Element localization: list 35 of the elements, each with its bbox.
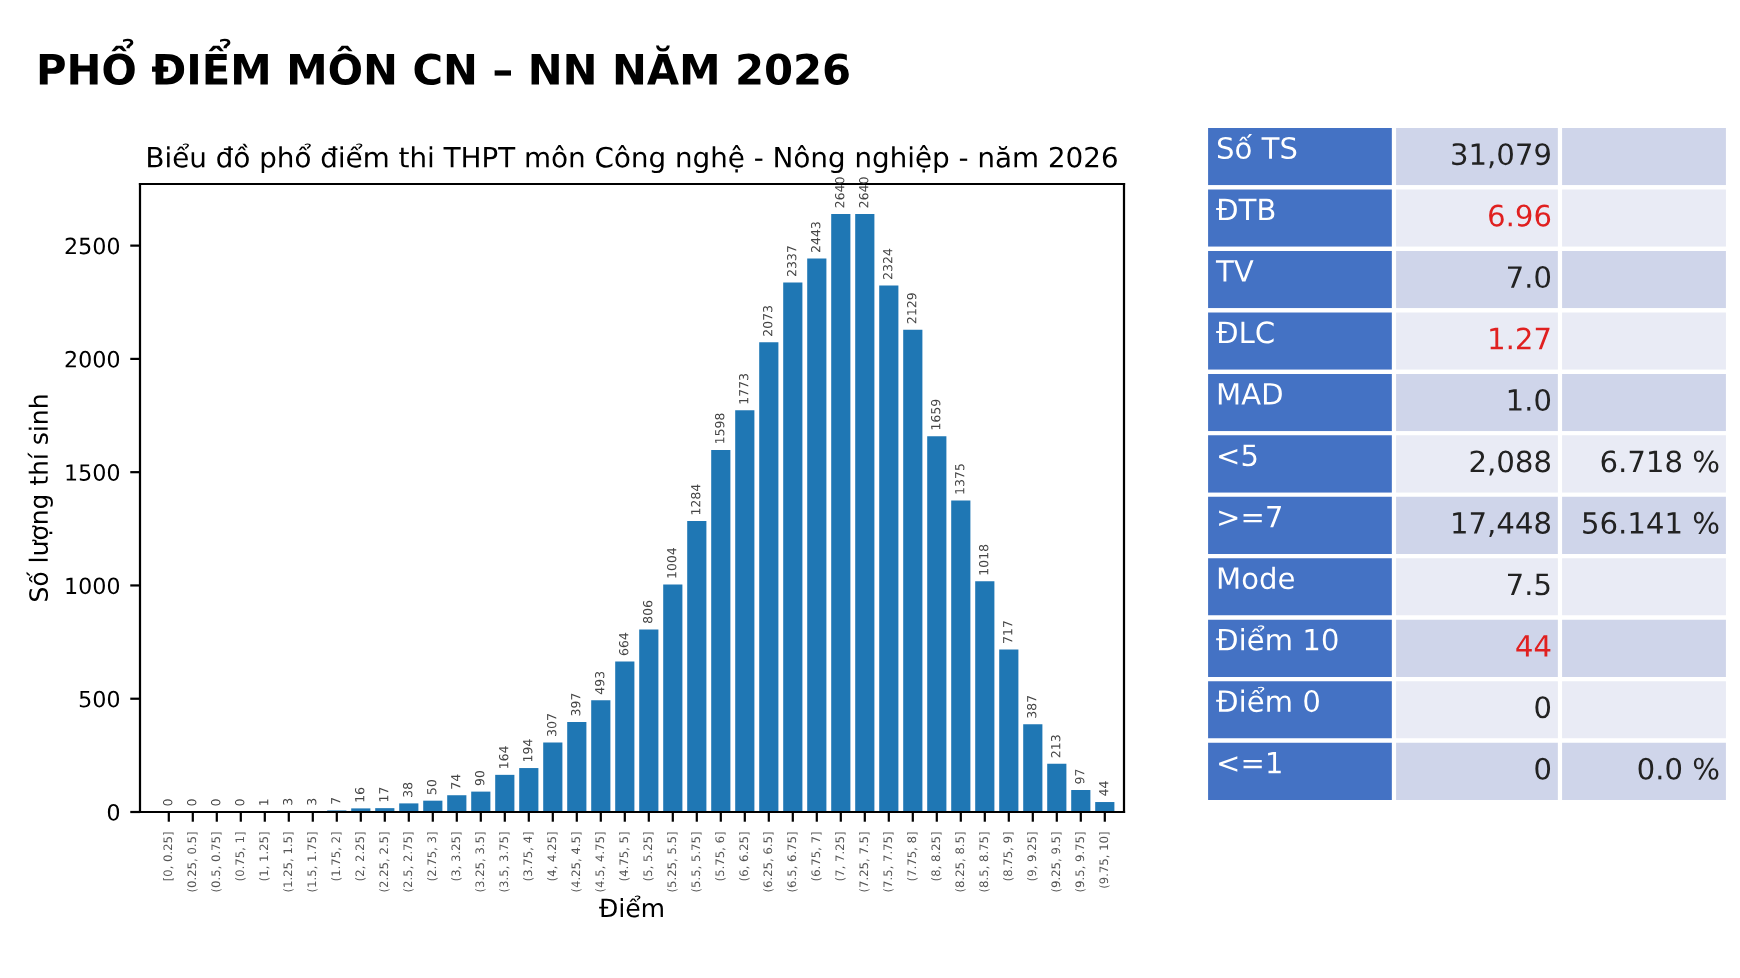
text: 56.141 %: [1583, 511, 1719, 534]
y-tick-label: 2000: [65, 350, 120, 368]
text: ĐLC: [1216, 321, 1274, 344]
text: ĐTB: [1216, 198, 1275, 221]
text: 6.718 %: [1601, 450, 1719, 473]
y-tick-label: 1000: [66, 577, 120, 595]
text: 44: [1516, 635, 1551, 657]
text: Điểm 10: [1216, 625, 1338, 651]
text: Điểm 0: [1216, 686, 1319, 713]
text: 6.96: [1489, 204, 1551, 227]
text: 0.0 %: [1638, 757, 1719, 780]
text: TV: [1215, 260, 1254, 282]
text: Mode: [1218, 566, 1294, 590]
chart-subtitle: Biểu đồ phổ điểm thi THPT môn Công nghệ - Nông nghiệp - năm 2026: [148, 143, 1117, 174]
y-tick-label: 0: [107, 803, 120, 821]
text: 2,088: [1470, 450, 1550, 476]
y-tick-label: 2500: [65, 237, 120, 255]
text: 7.5: [1508, 573, 1550, 596]
y-tick-label: 1500: [66, 464, 120, 481]
y-tick-label: 500: [79, 690, 120, 708]
text: <5: [1219, 444, 1257, 467]
x-axis-title: Điểm: [599, 895, 663, 918]
text: 7.0: [1508, 266, 1551, 289]
text: 0: [1535, 757, 1551, 780]
text: Số TS: [1217, 133, 1297, 160]
text: MAD: [1218, 383, 1282, 405]
text: >=7: [1219, 506, 1281, 528]
text: 1.0: [1508, 388, 1551, 412]
text: 1.27: [1490, 327, 1550, 350]
text: 31,079: [1452, 143, 1550, 169]
text: <=1: [1219, 751, 1281, 774]
y-axis-title: Số lượng thí sinh: [26, 395, 53, 601]
chart-title: PHỔ ĐIỂM MÔN CN – NN NĂM 2026: [39, 38, 849, 85]
text: 17,448: [1453, 511, 1550, 537]
text: 0: [1535, 696, 1551, 719]
